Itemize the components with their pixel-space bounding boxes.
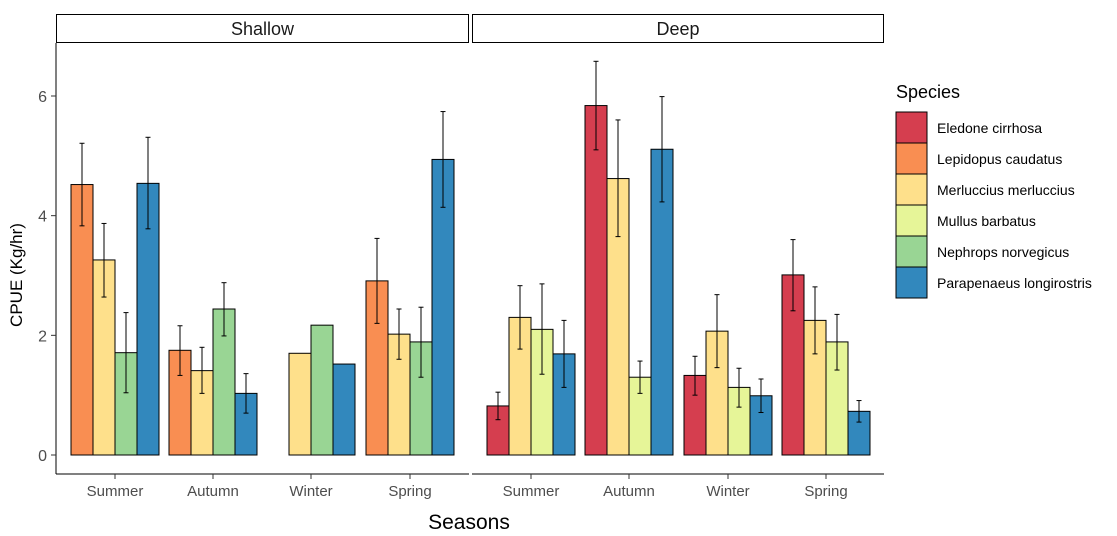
legend-label: Lepidopus caudatus	[937, 151, 1062, 167]
legend: Species Eledone cirrhosa Lepidopus caudat…	[895, 82, 1092, 299]
legend-swatch	[895, 235, 928, 268]
strip-layer: Shallow Deep	[56, 14, 884, 43]
legend-label: Merluccius merluccius	[937, 182, 1075, 198]
bar	[584, 105, 608, 456]
legend-swatch	[895, 111, 928, 144]
legend-label: Nephrops norvegicus	[937, 244, 1069, 260]
x-tick-label: Summer	[87, 483, 144, 500]
bars-layer	[70, 60, 871, 456]
y-axis-title: CPUE (Kg/hr)	[7, 223, 26, 327]
y-tick-label: 0	[38, 448, 47, 465]
facet-strip	[56, 14, 469, 43]
legend-swatch	[895, 142, 928, 175]
facet-strip-label: Shallow	[231, 19, 295, 39]
y-tick-label: 2	[38, 328, 47, 345]
legend-entries: Eledone cirrhosa Lepidopus caudatus Merluc…	[895, 111, 1092, 299]
x-tick-label: Autumn	[187, 483, 239, 500]
legend-swatch	[895, 266, 928, 299]
x-tick-label: Spring	[388, 483, 431, 500]
bar	[310, 324, 334, 456]
legend-label: Parapenaeus longirostris	[937, 275, 1092, 291]
bar	[332, 363, 356, 456]
bar	[288, 352, 312, 456]
x-tick-label: Autumn	[603, 483, 655, 500]
facet-strip	[472, 14, 884, 43]
y-tick-label: 4	[38, 209, 47, 226]
x-tick-label: Spring	[804, 483, 847, 500]
facet-strip-label: Deep	[656, 19, 699, 39]
legend-swatch	[895, 173, 928, 206]
x-tick-label: Winter	[289, 483, 332, 500]
x-tick-label: Summer	[503, 483, 560, 500]
x-axis-title: Seasons	[428, 511, 510, 534]
legend-title: Species	[896, 82, 960, 102]
legend-label: Mullus barbatus	[937, 213, 1036, 229]
legend-label: Eledone cirrhosa	[937, 120, 1042, 136]
axes-layer: 0 2 4 6 Summer Autumn Winter Spring Summer Autumn…	[38, 43, 884, 500]
y-tick-label: 6	[38, 89, 47, 106]
x-tick-label: Winter	[706, 483, 749, 500]
legend-swatch	[895, 204, 928, 237]
